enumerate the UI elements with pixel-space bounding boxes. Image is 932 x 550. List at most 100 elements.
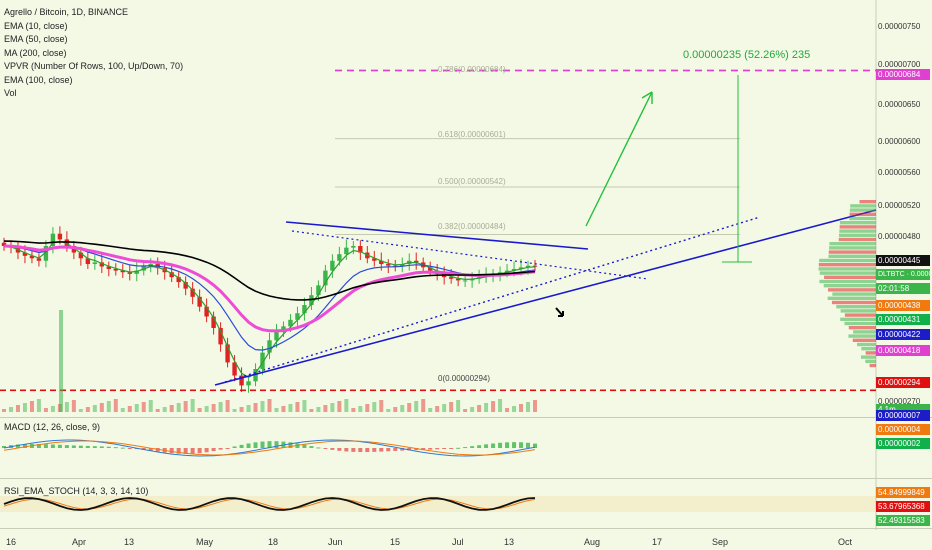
candle-body	[211, 316, 216, 328]
time-tick: Sep	[712, 537, 729, 547]
time-tick: 16	[6, 537, 17, 547]
candle-body	[504, 270, 510, 273]
indicator-vol[interactable]: Vol	[4, 88, 17, 98]
vpvr-bar	[840, 309, 876, 313]
macd-bar	[253, 442, 258, 448]
volume-bar	[78, 409, 83, 412]
vpvr-bar	[860, 355, 876, 359]
volume-bar	[99, 403, 104, 412]
candle-body	[344, 247, 349, 255]
candle-body	[455, 278, 461, 281]
rsi-title[interactable]: RSI_EMA_STOCH (14, 3, 3, 14, 10)	[4, 486, 149, 496]
vpvr-bar	[849, 208, 876, 212]
indicator-ma200[interactable]: MA (200, close)	[4, 47, 67, 58]
macd-bar	[512, 442, 517, 448]
macd-bar	[463, 447, 468, 449]
rsi-line	[3, 497, 536, 511]
macd-bar	[526, 442, 531, 448]
volume-bar	[43, 408, 48, 412]
time-tick: 17	[652, 537, 663, 547]
candle-body	[57, 233, 63, 240]
volume-bar	[351, 408, 356, 412]
macd-bar	[330, 448, 335, 450]
pane-separator-rsi[interactable]	[0, 478, 932, 479]
volume-tag: 4.1m	[876, 404, 930, 415]
volume-bar	[59, 310, 63, 412]
macd-bar	[260, 441, 265, 448]
volume-bar	[50, 406, 55, 412]
macd-bar	[127, 448, 132, 449]
indicator-ema50[interactable]: EMA (50, close)	[4, 34, 68, 44]
candle-body	[288, 319, 293, 327]
time-tick: 13	[504, 537, 515, 547]
macd-bar	[407, 448, 412, 451]
macd-tag: 0.00000004	[876, 424, 930, 435]
vpvr-bar	[849, 212, 876, 216]
candle-body	[295, 313, 300, 320]
price-tick: 0.00000750	[878, 22, 921, 31]
candle-body	[246, 381, 251, 386]
candle-body	[43, 246, 49, 261]
candle-body	[99, 262, 105, 267]
volume-bar	[197, 408, 202, 412]
volume-bar	[190, 399, 195, 412]
candle-body	[518, 267, 524, 269]
vpvr-bar	[836, 305, 876, 309]
vpvr-bar	[824, 275, 876, 279]
candle-body	[50, 233, 56, 246]
vpvr-bar	[844, 313, 876, 317]
candle-body	[197, 296, 202, 307]
macd-bar	[456, 447, 461, 449]
volume-bar	[253, 403, 258, 412]
macd-tag: 0.00000007	[876, 410, 930, 421]
volume-bar	[491, 401, 496, 412]
macd-signal-line	[3, 440, 536, 456]
volume-bar	[15, 405, 20, 412]
candle-body	[351, 246, 356, 248]
volume-bar	[281, 406, 286, 412]
vpvr-bar	[828, 250, 876, 254]
price-tag: 0.00000445	[876, 255, 930, 266]
volume-bar	[204, 406, 209, 412]
candle-body	[462, 280, 468, 282]
indicator-vpvr[interactable]: VPVR (Number Of Rows, 100, Up/Down, 70)	[4, 61, 184, 71]
macd-bar	[36, 443, 41, 448]
candle-body	[379, 260, 384, 265]
candle-body	[85, 258, 91, 265]
pane-separator-macd[interactable]	[0, 417, 932, 418]
vpvr-bar	[831, 300, 876, 305]
macd-bar	[15, 444, 20, 448]
ascending-trendline	[214, 209, 877, 386]
fib-label-382: 0.382(0.00000484)	[438, 222, 506, 231]
candle-body	[134, 270, 139, 274]
vpvr-bar	[869, 363, 876, 368]
macd-title[interactable]: MACD (12, 26, close, 9)	[4, 422, 101, 432]
time-tick: May	[196, 537, 214, 547]
ma200-line	[3, 240, 536, 301]
volume-bar	[470, 407, 475, 412]
volume-bar	[365, 404, 370, 412]
candle-body	[204, 306, 209, 317]
volume-bar	[477, 405, 482, 412]
volume-bar	[148, 400, 153, 412]
descending-trendline	[285, 221, 589, 250]
volume-bar	[323, 405, 328, 412]
macd-bar	[211, 448, 216, 452]
time-tick: 18	[268, 537, 279, 547]
macd-bar	[393, 448, 398, 451]
macd-bar	[302, 444, 307, 448]
volume-bar	[407, 403, 412, 412]
vpvr-bar	[818, 267, 876, 271]
vpvr-bar	[857, 342, 876, 347]
ascending-trendline-dotted	[224, 216, 761, 383]
indicator-ema10[interactable]: EMA (10, close)	[4, 20, 68, 31]
indicator-ema100[interactable]: EMA (100, close)	[4, 74, 73, 85]
price-tick: 0.00000650	[878, 100, 921, 109]
candle-body	[358, 246, 363, 253]
volume-bar	[274, 408, 279, 412]
price-tag: 0.00000294	[876, 377, 930, 388]
macd-bar	[64, 445, 69, 448]
candle-body	[113, 268, 118, 271]
macd-bar	[470, 446, 475, 448]
